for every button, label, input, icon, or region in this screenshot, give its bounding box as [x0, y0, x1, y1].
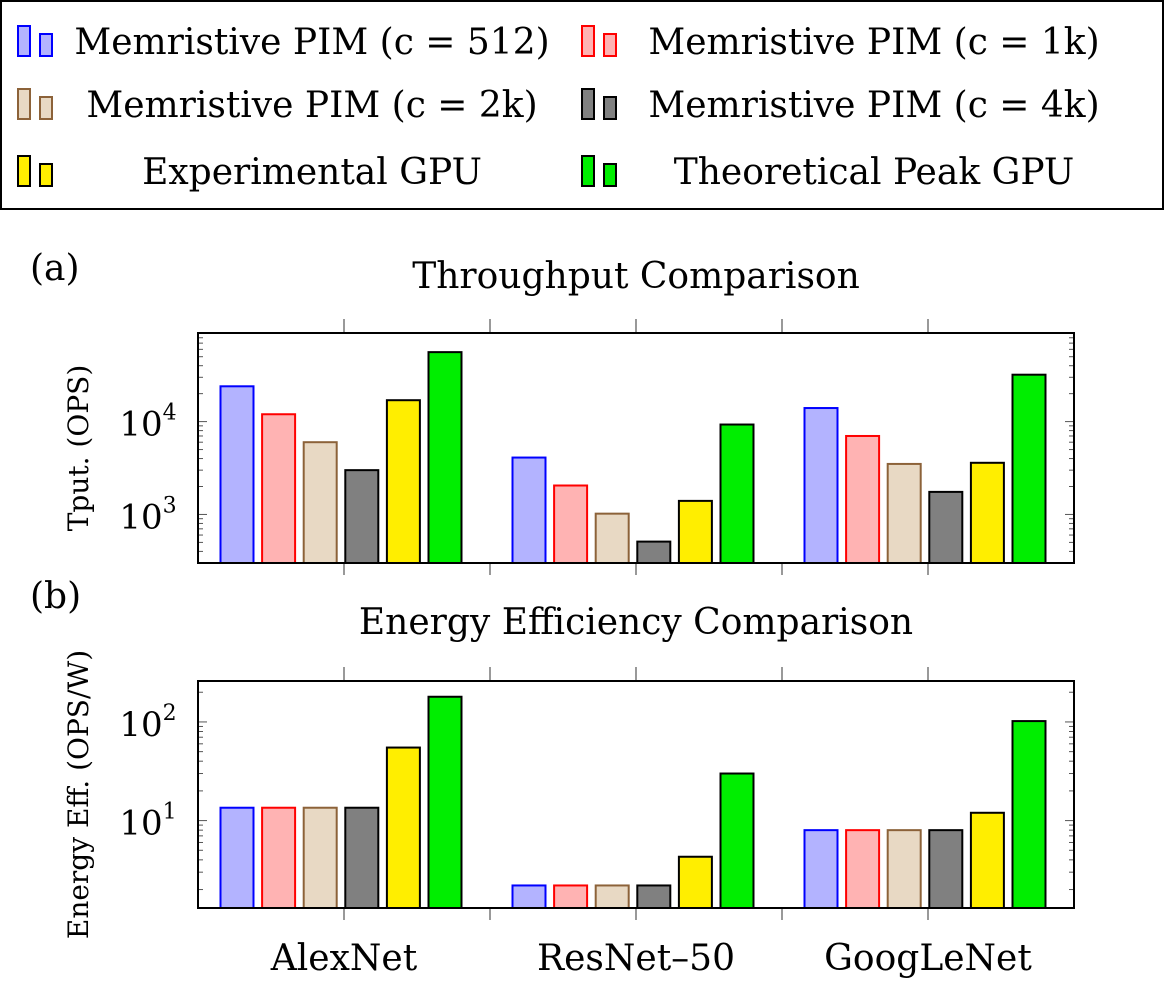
x-ticks	[343, 667, 929, 920]
y-axis-label: Tput. (OPS)	[62, 365, 95, 532]
plot-frame	[197, 680, 1075, 909]
bar	[845, 434, 881, 564]
legend-label: Memristive PIM (c = 1k)	[648, 22, 1099, 63]
bar	[385, 399, 421, 565]
bar	[677, 855, 713, 910]
bar	[219, 385, 255, 564]
y-tick-label: 103	[119, 493, 176, 537]
bar	[261, 413, 297, 564]
bar	[1011, 720, 1047, 909]
bar	[719, 772, 755, 910]
bar	[845, 829, 881, 910]
legend-entry: Memristive PIM (c = 4k)	[581, 85, 1100, 126]
throughput-panel: (a) Throughput Comparison Tput. (OPS) 103 10…	[30, 248, 1075, 575]
plot-frame	[197, 332, 1075, 564]
y-axis-label: Energy Eff. (OPS/W)	[62, 650, 95, 939]
bar	[553, 484, 589, 565]
bar	[302, 806, 338, 909]
y-tick-label: 102	[119, 701, 176, 745]
legend-label: Experimental GPU	[142, 152, 482, 193]
y-tick-label: 101	[119, 800, 176, 844]
bar	[594, 512, 630, 565]
bars	[219, 695, 1047, 910]
bar	[677, 499, 713, 564]
legend-entry: Experimental GPU	[17, 152, 482, 193]
bar	[219, 806, 255, 909]
legend-entry: Theoretical Peak GPU	[581, 152, 1075, 193]
bar	[803, 829, 839, 910]
bar	[969, 811, 1005, 909]
chart-title: Throughput Comparison	[412, 256, 860, 297]
panel-label: (b)	[30, 576, 81, 617]
legend-label: Memristive PIM (c = 4k)	[648, 85, 1099, 126]
legend-swatch-icon	[581, 25, 617, 57]
x-category-label: AlexNet	[270, 938, 418, 979]
bar	[553, 884, 589, 910]
bar	[636, 884, 672, 910]
legend-entry: Memristive PIM (c = 1k)	[581, 22, 1100, 63]
bar	[928, 490, 964, 565]
legend-entry: Memristive PIM (c = 2k)	[17, 85, 538, 126]
bar	[344, 469, 380, 565]
legend-label: Memristive PIM (c = 512)	[74, 22, 549, 63]
legend-swatch-icon	[17, 88, 53, 120]
energy-efficiency-panel: (b) Energy Efficiency Comparison Energy Ef…	[30, 576, 1075, 979]
bar	[886, 462, 922, 564]
y-tick-label: 104	[119, 401, 176, 445]
bar	[969, 461, 1005, 565]
bar	[719, 423, 755, 564]
panel-label: (a)	[30, 248, 80, 289]
bar	[427, 351, 463, 565]
x-category-label: GoogLeNet	[824, 938, 1032, 979]
bar	[511, 884, 547, 910]
x-ticks	[343, 319, 929, 575]
bar	[886, 829, 922, 910]
legend-swatch-icon	[17, 155, 53, 187]
bar	[261, 806, 297, 909]
bar	[1011, 373, 1047, 564]
legend-swatch-icon	[17, 25, 53, 57]
bar	[803, 407, 839, 564]
bar	[427, 695, 463, 909]
legend-label: Theoretical Peak GPU	[674, 152, 1075, 193]
bar	[928, 829, 964, 910]
legend-swatch-icon	[581, 155, 617, 187]
legend: Memristive PIM (c = 512) Memristive PIM (…	[0, 0, 1164, 210]
bar	[344, 806, 380, 909]
bars	[219, 351, 1047, 565]
x-category-label: ResNet–50	[537, 938, 735, 979]
bar	[511, 456, 547, 564]
legend-swatch-icon	[581, 88, 617, 120]
legend-label: Memristive PIM (c = 2k)	[86, 85, 537, 126]
bar	[636, 540, 672, 565]
bar	[594, 884, 630, 910]
bar	[385, 746, 421, 909]
bar	[302, 441, 338, 564]
chart-title: Energy Efficiency Comparison	[359, 602, 913, 643]
legend-entry: Memristive PIM (c = 512)	[17, 22, 550, 63]
